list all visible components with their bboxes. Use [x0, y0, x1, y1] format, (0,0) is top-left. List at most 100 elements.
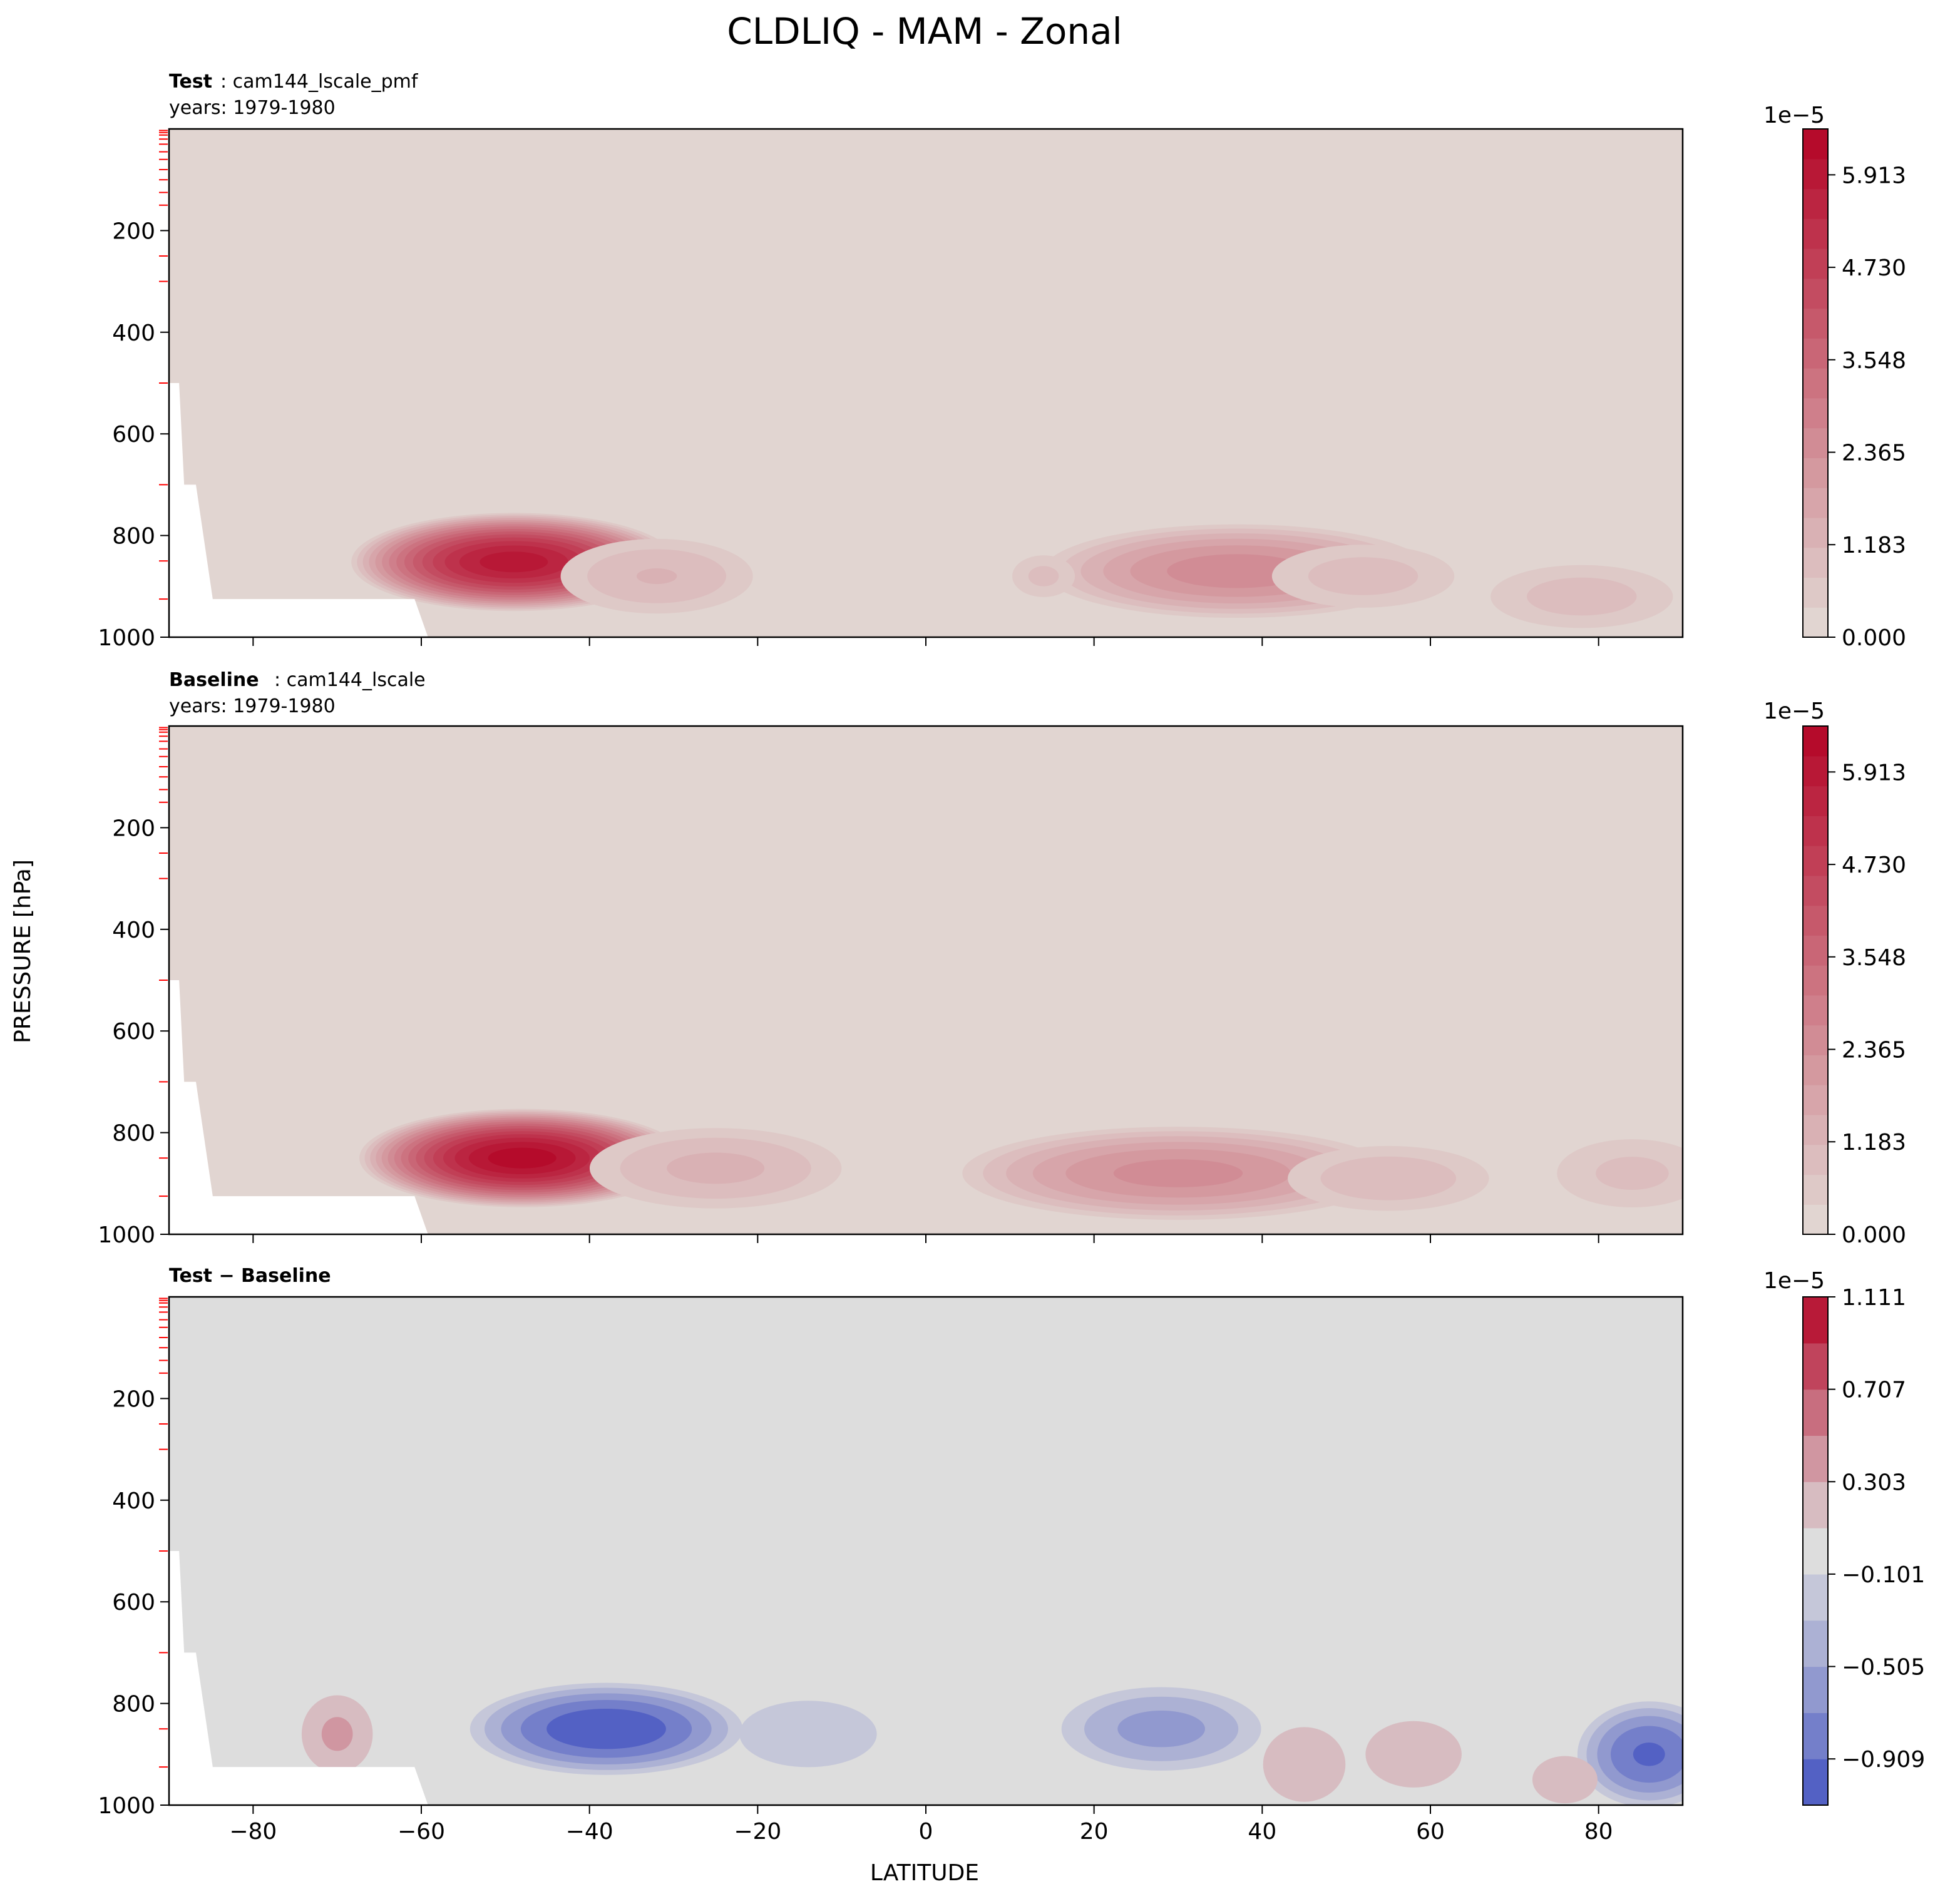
x-tick-label: 80: [1584, 1819, 1613, 1845]
contour-background: [169, 1297, 1683, 1805]
colorbar-tick-label: 0.000: [1842, 625, 1906, 651]
colorbar-segment: [1803, 488, 1828, 518]
y-tick-label: 200: [112, 218, 155, 244]
colorbar-segment: [1803, 786, 1828, 816]
contour-level: [1365, 1721, 1462, 1788]
baseline-panel-label: Baseline: [169, 669, 259, 691]
colorbar-segment: [1803, 458, 1828, 488]
colorbar-tick-label: 1.183: [1842, 1130, 1906, 1155]
colorbar-tick-label: 0.000: [1842, 1222, 1906, 1248]
colorbar-segment: [1803, 1144, 1828, 1175]
baseline-panel-case-name: : cam144_lscale: [274, 669, 426, 691]
x-tick-label: −60: [398, 1819, 445, 1845]
colorbar-segment: [1803, 1620, 1828, 1667]
y-tick-label: 800: [112, 1121, 155, 1147]
contour-level: [321, 1717, 353, 1751]
colorbar-frame: [1802, 128, 1829, 638]
colorbar-segment: [1803, 188, 1828, 219]
difference-colorbar-exponent: 1e−5: [1763, 1268, 1825, 1294]
difference-panel: Test − Baseline 1e−5 −80 −60 −40 −20 0 20 40 60…: [98, 1265, 1925, 1845]
colorbar-segment: [1803, 1574, 1828, 1621]
colorbar-tick-label: 3.548: [1842, 945, 1906, 971]
colorbar-tick-label: 1.183: [1842, 533, 1906, 558]
colorbar-segment: [1803, 397, 1828, 429]
topography-mask: [169, 980, 428, 1234]
contour-level: [1596, 1157, 1669, 1190]
colorbar-frame: [1802, 1296, 1829, 1806]
colorbar-tick-label: −0.101: [1842, 1562, 1925, 1588]
colorbar-segment: [1803, 1435, 1828, 1482]
colorbar-segment: [1803, 905, 1828, 936]
contour-level: [1532, 1756, 1598, 1804]
baseline-colorbar-exponent: 1e−5: [1763, 699, 1825, 724]
contour-level: [480, 551, 548, 573]
colorbar-segment: [1803, 577, 1828, 608]
colorbar-segment: [1803, 547, 1828, 578]
y-tick-label: 800: [112, 524, 155, 550]
test-colorbar-exponent: 1e−5: [1763, 103, 1825, 128]
contour-level: [1263, 1727, 1346, 1802]
colorbar-segment: [1803, 308, 1828, 339]
colorbar-segment: [1803, 1389, 1828, 1436]
figure-title: CLDLIQ - MAM - Zonal: [727, 10, 1122, 53]
contour-level: [667, 1152, 765, 1184]
contour-level: [1527, 577, 1637, 616]
x-tick-label: 20: [1080, 1819, 1109, 1845]
test-panel-case-name: : cam144_lscale_pmf: [220, 71, 419, 93]
colorbar-tick-label: −0.909: [1842, 1747, 1925, 1773]
contour-field: [169, 726, 1683, 1234]
y-axis-label: PRESSURE [hPa]: [10, 859, 36, 1043]
colorbar-tick-label: 4.730: [1842, 852, 1906, 878]
colorbar-tick-label: 1.111: [1842, 1285, 1906, 1311]
colorbar-segment: [1803, 278, 1828, 309]
colorbar-segment: [1803, 158, 1828, 190]
colorbar-tick-label: 5.913: [1842, 163, 1906, 188]
test-panel-label: Test: [169, 71, 212, 93]
colorbar-segment: [1803, 935, 1828, 966]
y-tick-label: 600: [112, 1019, 155, 1045]
colorbar-tick-label: 4.730: [1842, 255, 1906, 281]
x-tick-label: 40: [1248, 1819, 1276, 1845]
colorbar-segment: [1803, 846, 1828, 876]
y-tick-label: 200: [112, 816, 155, 841]
colorbar-segment: [1803, 368, 1828, 399]
colorbar-segment: [1803, 218, 1828, 249]
x-axis-label: LATITUDE: [870, 1860, 979, 1886]
contour-field: [169, 129, 1683, 637]
test-panel-years: years: 1979-1980: [169, 97, 336, 119]
y-tick-label: 1000: [98, 1793, 155, 1819]
colorbar-segment: [1803, 1114, 1828, 1145]
colorbar-frame: [1802, 725, 1829, 1235]
contour-level: [739, 1701, 877, 1768]
y-tick-label: 1000: [98, 625, 155, 651]
colorbar-segment: [1803, 816, 1828, 846]
colorbar-tick-label: 3.548: [1842, 348, 1906, 374]
y-tick-label: 400: [112, 320, 155, 346]
colorbar-segment: [1803, 965, 1828, 996]
y-tick-label: 600: [112, 1590, 155, 1615]
colorbar-segment: [1803, 1712, 1828, 1759]
colorbar-tick-label: 2.365: [1842, 1038, 1906, 1063]
y-tick-label: 600: [112, 422, 155, 448]
colorbar-segment: [1803, 427, 1828, 459]
colorbar-segment: [1803, 338, 1828, 369]
colorbar-segment: [1803, 1085, 1828, 1115]
contour-level: [1028, 566, 1059, 586]
y-tick-label: 200: [112, 1386, 155, 1412]
x-tick-label: 0: [919, 1819, 933, 1845]
contour-level: [1320, 1156, 1457, 1200]
y-tick-label: 400: [112, 1488, 155, 1514]
y-tick-label: 1000: [98, 1222, 155, 1248]
colorbar-segment: [1803, 1174, 1828, 1205]
contour-level: [1308, 557, 1419, 595]
baseline-panel: Baseline : cam144_lscale years: 1979-198…: [98, 669, 1906, 1248]
contour-level: [1167, 554, 1307, 588]
x-tick-label: −20: [734, 1819, 781, 1845]
colorbar-segment: [1803, 1297, 1828, 1344]
colorbar-segment: [1803, 995, 1828, 1026]
colorbar-segment: [1803, 1055, 1828, 1085]
colorbar-tick-label: 2.365: [1842, 441, 1906, 466]
contour-level: [1117, 1710, 1205, 1748]
colorbar-segment: [1803, 248, 1828, 279]
